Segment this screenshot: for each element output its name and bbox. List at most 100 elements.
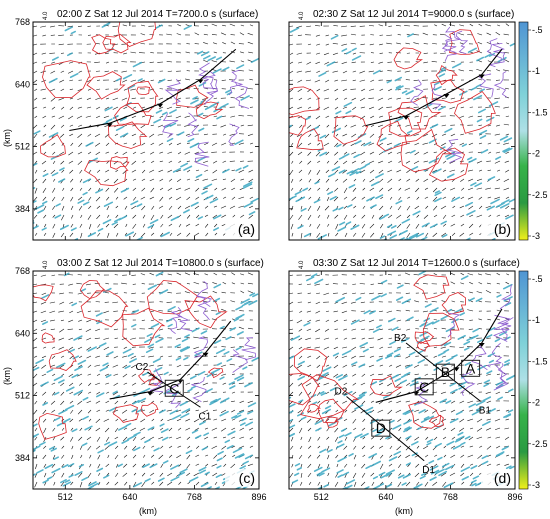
wind-vector [248, 427, 254, 431]
wind-vector [77, 346, 83, 350]
wind-streak [434, 190, 441, 194]
wind-vector [468, 178, 474, 182]
wind-vector [459, 115, 465, 119]
wind-vector [178, 223, 182, 228]
wind-vector [298, 391, 303, 396]
wind-vector [247, 290, 254, 294]
wind-vector [70, 196, 74, 202]
wind-vector [52, 454, 56, 460]
wind-vector [70, 427, 74, 431]
wind-vector [60, 436, 65, 441]
wind-vector [231, 87, 236, 90]
wind-streak [425, 103, 433, 108]
wind-streak [481, 420, 491, 426]
wind-streak [319, 391, 325, 395]
wind-streak [466, 210, 476, 216]
wind-vector [352, 292, 357, 295]
wind-vector [105, 463, 110, 468]
wind-streak [437, 106, 446, 111]
wind-vector [317, 142, 321, 146]
wind-vector [468, 223, 474, 229]
wind-streak [78, 463, 85, 468]
wind-vector [96, 274, 101, 276]
wind-streak [200, 51, 210, 57]
wind-streak [132, 399, 140, 405]
wind-streak [103, 474, 110, 479]
wind-vector [451, 196, 456, 200]
wind-vector [476, 68, 483, 72]
wind-vector [50, 124, 56, 130]
wind-streak [204, 471, 210, 476]
wind-streak [486, 205, 495, 211]
wind-vector [307, 364, 312, 368]
strong-wind-streaks [289, 27, 515, 240]
wind-vector [478, 23, 483, 27]
wind-vector [486, 418, 492, 421]
wind-vector [505, 133, 510, 136]
wind-streak [385, 469, 395, 475]
wind-vector [142, 115, 146, 118]
wind-vector [78, 124, 83, 127]
wind-vector [69, 418, 74, 423]
wind-vector [186, 463, 191, 469]
wind-vector [193, 346, 200, 350]
wind-streak [336, 469, 344, 474]
wind-streak [434, 197, 442, 203]
wind-vector [495, 436, 501, 439]
wind-vector [130, 79, 137, 82]
wind-streak [405, 435, 412, 440]
wind-vector [87, 472, 92, 478]
y-axis-unit-bottom: (km) [2, 367, 12, 385]
wind-streak [216, 115, 223, 120]
wind-vector [79, 445, 83, 450]
wind-vector [333, 346, 339, 350]
wind-streak [319, 448, 327, 454]
wind-vector [323, 382, 330, 386]
wind-streak [404, 426, 411, 431]
wind-vector [479, 133, 483, 136]
purple-contour [187, 112, 199, 138]
wind-streak [385, 472, 392, 477]
wind-vector [107, 454, 110, 458]
wind-vector [169, 463, 173, 467]
wind-vector [151, 427, 155, 431]
wind-vector [305, 79, 312, 82]
wind-vector [113, 223, 119, 229]
wind-vector [323, 106, 330, 110]
wind-vector [159, 232, 164, 237]
wind-vector [68, 373, 74, 378]
wind-streak [321, 467, 331, 473]
wind-vector [42, 34, 47, 37]
wind-streak [190, 201, 199, 207]
wind-vector [85, 283, 92, 286]
wind-vector [103, 337, 110, 340]
wind-streak [152, 358, 161, 363]
wind-streak [175, 357, 182, 361]
wind-vector [212, 196, 218, 200]
wind-vector [449, 160, 456, 164]
wind-vector [308, 133, 312, 138]
wind-vector [359, 79, 366, 82]
wind-vector [362, 454, 366, 458]
wind-streak [242, 366, 248, 370]
wind-streak [424, 303, 432, 308]
wind-streak [314, 419, 325, 425]
wind-vector [442, 160, 447, 164]
wind-streak [478, 129, 488, 135]
wind-vector [238, 142, 245, 145]
wind-vector [132, 223, 137, 229]
wind-streak [215, 311, 222, 316]
wind-streak [461, 143, 468, 147]
wind-vector [414, 97, 420, 101]
wind-streak [179, 346, 189, 352]
red-contour [300, 374, 360, 420]
wind-streak [343, 390, 353, 397]
purple-contour [204, 79, 219, 106]
wind-vector [317, 187, 321, 191]
wind-vector [378, 214, 384, 219]
wind-vector [59, 79, 65, 83]
wind-streak [450, 388, 458, 394]
wind-vector [443, 445, 447, 449]
wind-vector [396, 346, 402, 349]
wind-streak [444, 127, 453, 133]
